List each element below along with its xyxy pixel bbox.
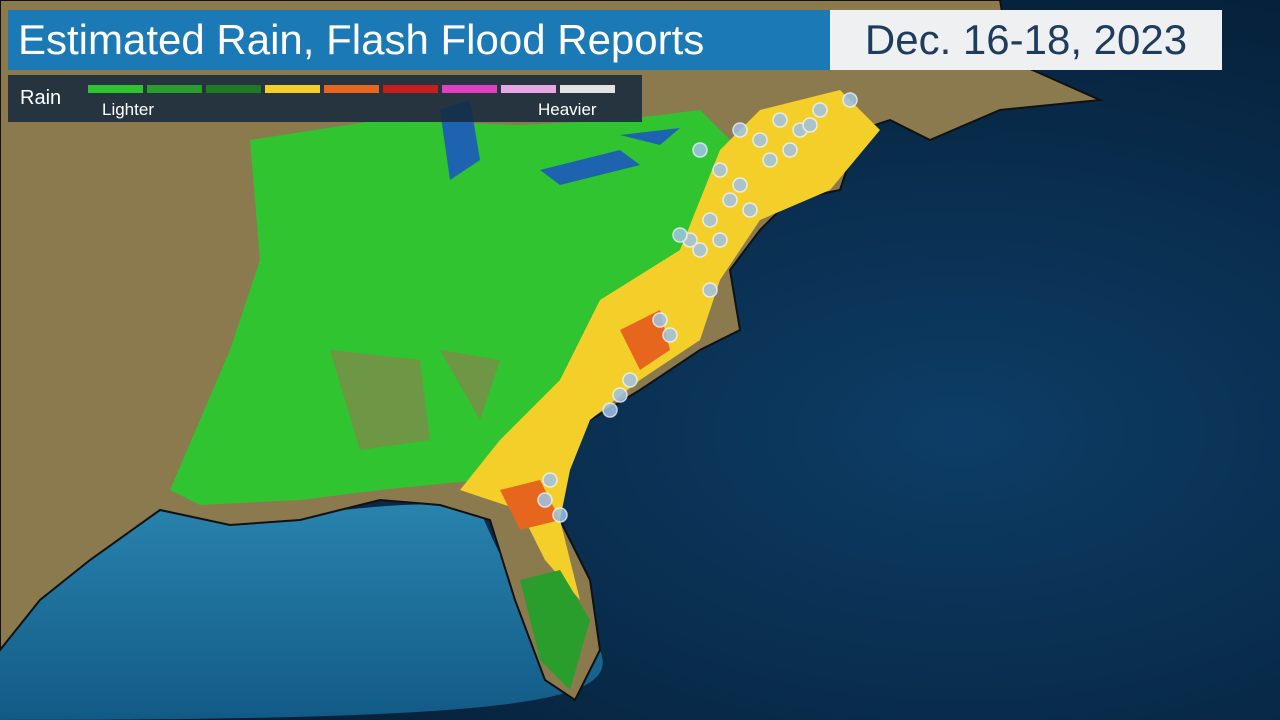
flood-report <box>752 132 768 148</box>
legend-low: Lighter <box>102 100 154 119</box>
flood-report <box>702 212 718 228</box>
flood-report <box>552 507 568 523</box>
date: Dec. 16-18, 2023 <box>830 10 1222 70</box>
flood-report <box>742 202 758 218</box>
flood-report <box>537 492 553 508</box>
legend-swatch <box>88 85 143 93</box>
flood-report <box>732 177 748 193</box>
flood-report <box>732 122 748 138</box>
great-lakes <box>440 100 680 185</box>
legend-high: Heavier <box>538 100 597 119</box>
flood-report <box>602 402 618 418</box>
flood-report <box>802 117 818 133</box>
flood-report <box>612 387 628 403</box>
rain-heavy <box>460 90 880 600</box>
flood-report <box>692 242 708 258</box>
flood-report <box>622 372 638 388</box>
flood-report <box>722 192 738 208</box>
flood-report <box>762 152 778 168</box>
flood-report <box>712 162 728 178</box>
legend-swatch <box>206 85 261 93</box>
rain-heaviest <box>500 310 670 530</box>
flood-report <box>652 312 668 328</box>
flood-report <box>662 327 678 343</box>
flood-report <box>842 92 858 108</box>
flood-report <box>692 142 708 158</box>
legend-swatch <box>265 85 320 93</box>
flood-report <box>782 142 798 158</box>
dry-patch <box>330 350 500 450</box>
legend: Rain Lighter Heavier <box>8 75 642 122</box>
legend-swatch <box>324 85 379 93</box>
flood-report <box>542 472 558 488</box>
legend-swatch <box>147 85 202 93</box>
rain-light <box>170 110 740 505</box>
rain-florida <box>520 570 590 690</box>
flood-report <box>812 102 828 118</box>
flood-report <box>712 232 728 248</box>
legend-label: Rain <box>20 87 62 109</box>
flood-report <box>772 112 788 128</box>
legend-swatch <box>501 85 556 93</box>
flood-report <box>702 282 718 298</box>
title: Estimated Rain, Flash Flood Reports <box>8 10 830 70</box>
legend-swatch <box>560 85 615 93</box>
gulf <box>0 490 603 720</box>
legend-swatch <box>383 85 438 93</box>
legend-swatch <box>442 85 497 93</box>
flood-reports <box>537 92 858 523</box>
flood-report <box>672 227 688 243</box>
